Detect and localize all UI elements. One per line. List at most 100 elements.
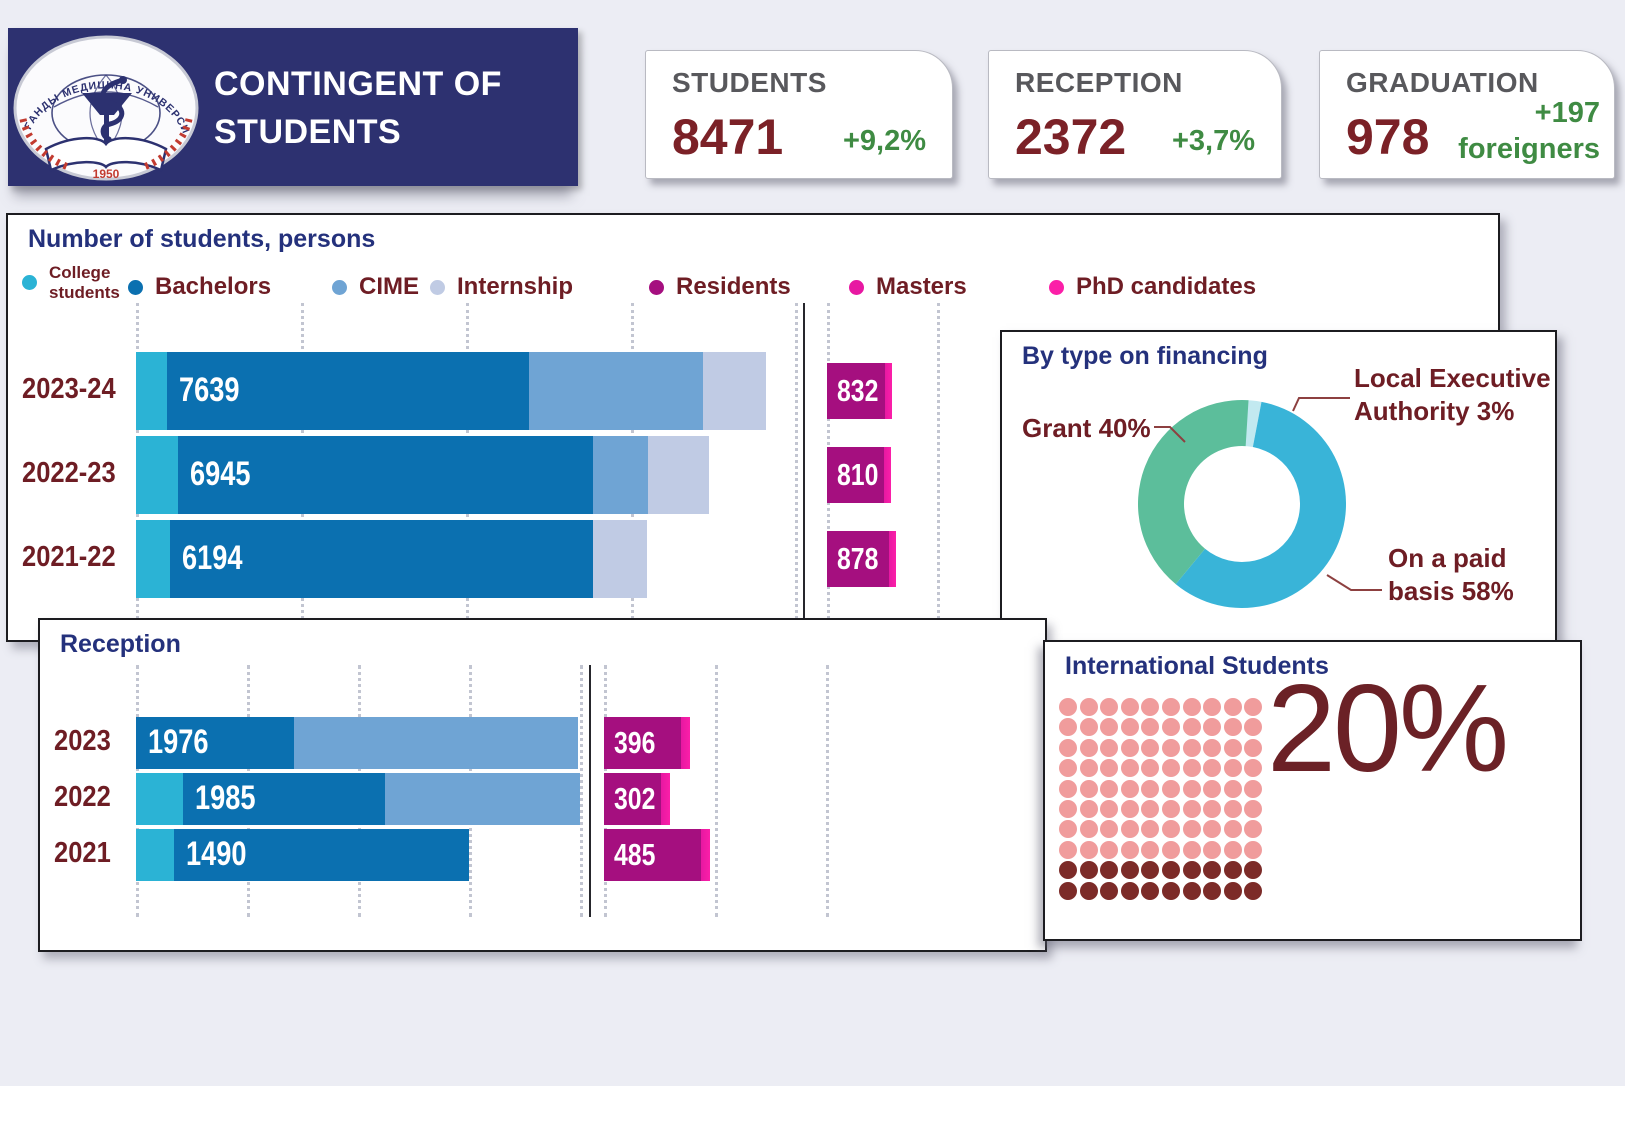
legend-item-cime: CIME — [332, 273, 419, 301]
waffle-dot-international — [1100, 861, 1119, 880]
bar-segment-bachelors — [167, 352, 530, 430]
waffle-dot-other — [1079, 738, 1098, 757]
bar-total-label: 1490 — [186, 835, 247, 873]
waffle-dot-other — [1079, 820, 1098, 839]
residents-bar-sliver — [885, 363, 893, 419]
svg-text:1950: 1950 — [93, 167, 120, 181]
waffle-dot-international — [1223, 881, 1242, 900]
bar-segment-cime — [384, 773, 580, 825]
internship-dot-icon — [430, 279, 445, 295]
label-grant: Grant 40% — [1022, 413, 1151, 443]
bar-segment-college-students — [136, 436, 178, 514]
waffle-dot-international — [1182, 861, 1201, 880]
waffle-dot-other — [1223, 698, 1242, 716]
waffle-dot-other — [1100, 820, 1119, 839]
waffle-dot-international — [1120, 881, 1139, 900]
bar-total-label: 7639 — [179, 371, 240, 409]
waffle-dot-international — [1244, 881, 1263, 900]
waffle-dot-other — [1244, 820, 1263, 839]
waffle-dot-other — [1244, 718, 1263, 737]
bar-segment-bachelors — [169, 520, 593, 598]
waffle-dot-other — [1223, 779, 1242, 798]
app-header: ҚАРАҒАНДЫ МЕДИЦИНА УНИВЕРСИТЕТІ 1950 CON… — [8, 28, 578, 186]
waffle-dot-other — [1059, 698, 1077, 716]
bar-segment-college-students — [136, 352, 168, 430]
row-label-2021: 2021 — [54, 837, 111, 869]
residents-value-label: 832 — [837, 373, 879, 408]
waffle-dot-other — [1100, 698, 1119, 716]
waffle-dot-international — [1079, 861, 1098, 880]
waffle-dot-other — [1141, 738, 1160, 757]
legend-label: PhD candidates — [1076, 273, 1257, 300]
bottom-strip — [0, 1086, 1625, 1125]
waffle-dot-international — [1059, 881, 1077, 900]
section-divider — [803, 303, 805, 625]
residents-bar-sliver — [883, 447, 891, 503]
waffle-dot-other — [1162, 738, 1180, 757]
kpi-delta: +9,2% — [842, 125, 926, 157]
residents-bar-sliver — [660, 773, 670, 825]
waffle-dot-other — [1203, 820, 1222, 839]
residents-value-label: 485 — [614, 837, 656, 872]
residents-bar: 810 — [827, 447, 891, 503]
page-title: CONTINGENT OF STUDENTS — [214, 60, 564, 157]
waffle-dot-other — [1244, 800, 1263, 818]
waffle-dot-other — [1120, 779, 1139, 798]
financing-donut-chart — [1138, 397, 1382, 608]
waffle-dot-other — [1141, 718, 1160, 737]
waffle-dot-other — [1182, 698, 1201, 716]
waffle-dot-international — [1079, 881, 1098, 900]
bar-segment-college-students — [136, 773, 184, 825]
row-label-2022: 2022 — [54, 781, 111, 813]
gridline — [826, 665, 829, 917]
financing-chart-title: By type on financing — [1022, 342, 1268, 370]
waffle-dot-other — [1244, 759, 1263, 778]
waffle-dot-other — [1162, 698, 1180, 716]
waffle-dot-international — [1120, 861, 1139, 880]
international-title: International Students — [1065, 652, 1329, 680]
bar-segment-cime — [592, 436, 648, 514]
waffle-dot-other — [1182, 718, 1201, 737]
bar-total-label: 1976 — [148, 723, 209, 761]
waffle-dot-other — [1244, 738, 1263, 757]
waffle-dot-other — [1141, 698, 1160, 716]
waffle-dot-other — [1182, 779, 1201, 798]
legend-item-internship: Internship — [430, 273, 573, 301]
kpi-value: 978 — [1346, 109, 1430, 165]
waffle-dot-other — [1203, 800, 1222, 818]
waffle-dot-other — [1203, 759, 1222, 778]
university-logo: ҚАРАҒАНДЫ МЕДИЦИНА УНИВЕРСИТЕТІ 1950 — [10, 33, 199, 181]
residents-value-label: 396 — [614, 725, 656, 760]
donut-slice-on-a-paid-basis — [1175, 401, 1346, 608]
bar-total-label: 1985 — [195, 779, 256, 817]
residents-value-label: 302 — [614, 781, 656, 816]
waffle-dot-other — [1100, 840, 1119, 859]
residents-bar: 302 — [604, 773, 670, 825]
waffle-dot-international — [1141, 881, 1160, 900]
kpi-label: GRADUATION — [1346, 67, 1539, 98]
panel-reception: Reception 2023 1976 396 2022 1985 302 2021 1490… — [38, 618, 1047, 952]
waffle-dot-other — [1162, 779, 1180, 798]
bar-total-label: 6945 — [189, 455, 251, 493]
bar-segment-internship — [647, 436, 709, 514]
kpi-card-students: STUDENTS 8471 +9,2% — [645, 50, 953, 179]
waffle-dot-other — [1100, 759, 1119, 778]
kpi-delta: +197 foreigners — [1458, 95, 1600, 168]
waffle-dot-other — [1162, 759, 1180, 778]
waffle-dot-other — [1120, 718, 1139, 737]
label-local-executive-authority: Local Executive Authority 3% — [1354, 363, 1551, 426]
waffle-dot-other — [1223, 738, 1242, 757]
waffle-dot-international — [1203, 861, 1222, 880]
waffle-dot-other — [1182, 759, 1201, 778]
waffle-dot-other — [1120, 800, 1139, 818]
waffle-dot-other — [1100, 738, 1119, 757]
waffle-dot-other — [1120, 820, 1139, 839]
waffle-dot-other — [1100, 800, 1119, 818]
kpi-label: RECEPTION — [1015, 67, 1183, 98]
legend-item-college-students: College students — [22, 263, 121, 302]
waffle-dot-other — [1223, 718, 1242, 737]
waffle-dot-other — [1182, 800, 1201, 818]
waffle-dot-other — [1059, 759, 1077, 778]
row-label-2023: 2023 — [54, 725, 111, 757]
